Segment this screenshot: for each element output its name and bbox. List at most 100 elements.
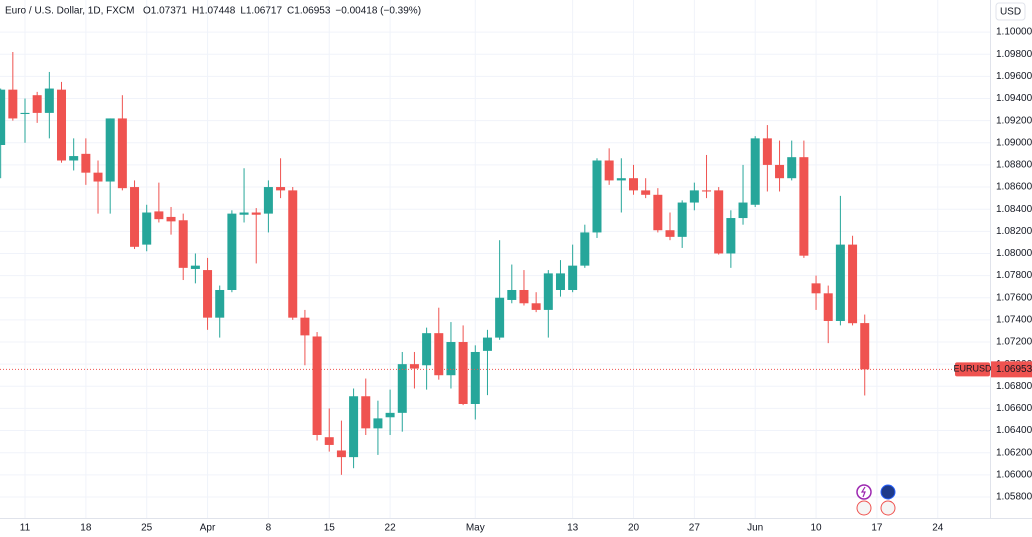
candle-body [57, 89, 67, 161]
chart-title: Euro / U.S. Dollar, 1D, FXCM [5, 6, 134, 17]
legend-value: C1.06953 [287, 6, 331, 17]
y-tick-label: 1.06800 [996, 381, 1032, 392]
price-label: 1.06953 [996, 364, 1032, 375]
candle-body [702, 190, 712, 192]
candle-body [519, 289, 529, 304]
candle-body [373, 418, 383, 429]
candle-body [178, 220, 188, 268]
candle-body [665, 230, 675, 237]
candle-body [495, 297, 505, 338]
candle-body [130, 187, 140, 247]
candle-body [860, 323, 870, 370]
y-tick-label: 1.07400 [996, 315, 1032, 326]
legend-value: −0.00418 (−0.39%) [335, 6, 421, 17]
price-tag [991, 361, 1032, 378]
y-tick-label: 1.10000 [996, 27, 1032, 38]
candle-body [434, 333, 444, 376]
y-tick-label: 1.05800 [996, 492, 1032, 503]
candle-body [8, 89, 18, 119]
candle-body [543, 273, 553, 310]
candle-body [580, 232, 590, 266]
candle-body [385, 412, 395, 418]
candle-body [190, 265, 200, 269]
x-tick-label: 20 [628, 523, 640, 534]
candle-body [276, 187, 286, 191]
candle-body [592, 160, 602, 233]
candle-body [470, 351, 480, 404]
candle-body [750, 138, 760, 205]
candle-body [629, 178, 638, 191]
y-tick-label: 1.07600 [996, 292, 1032, 303]
candle-body [446, 342, 456, 376]
y-tick-label: 1.09000 [996, 137, 1032, 148]
candle-body [458, 342, 468, 404]
candle-body [0, 89, 6, 145]
candle-body [848, 244, 858, 324]
y-tick-label: 1.08800 [996, 160, 1032, 171]
y-tick-label: 1.08600 [996, 182, 1032, 193]
candle-body [397, 364, 407, 413]
symbol-label: EURUSD [953, 364, 992, 374]
x-tick-label: May [466, 523, 485, 534]
candle-body [409, 364, 419, 369]
candle-body [604, 160, 614, 181]
y-tick-label: 1.09800 [996, 49, 1032, 60]
candle-body [288, 190, 298, 318]
x-tick-label: 25 [141, 523, 153, 534]
x-tick-label: 8 [266, 523, 272, 534]
y-tick-label: 1.06000 [996, 469, 1032, 480]
candle-body [555, 273, 565, 290]
candle-body [714, 190, 724, 254]
y-tick-label: 1.09600 [996, 71, 1032, 82]
x-tick-label: 15 [324, 523, 336, 534]
event-icon[interactable] [880, 500, 896, 516]
candle-body [203, 270, 213, 318]
symbol-tag [955, 362, 990, 377]
x-tick-label: 18 [80, 523, 92, 534]
y-tick-label: 1.06400 [996, 425, 1032, 436]
legend-value: L1.06717 [240, 6, 282, 17]
x-tick-label: 13 [567, 523, 579, 534]
candle-body [422, 333, 432, 366]
candle-body [239, 212, 249, 215]
candle-body [81, 153, 91, 173]
x-tick-label: 11 [20, 523, 31, 534]
candle-body [641, 190, 651, 195]
currency-label[interactable]: USD [1000, 7, 1021, 18]
event-icon[interactable] [880, 484, 896, 500]
candle-body [799, 157, 809, 256]
candles [0, 52, 870, 475]
candle-body [117, 118, 127, 189]
candle-body [263, 187, 273, 214]
x-tick-label: Jun [747, 523, 763, 534]
currency-button[interactable] [995, 2, 1026, 21]
candle-body [726, 218, 736, 254]
candle-body [69, 156, 79, 161]
candle-body [312, 336, 322, 435]
y-tick-label: 1.08400 [996, 204, 1032, 215]
candle-body [44, 88, 54, 113]
x-tick-label: 17 [871, 523, 883, 534]
candle-body [251, 212, 261, 215]
candle-body [227, 213, 237, 290]
x-tick-label: 27 [689, 523, 701, 534]
candle-body [738, 202, 748, 219]
candle-body [653, 194, 663, 231]
candle-body [300, 317, 310, 336]
y-tick-label: 1.08000 [996, 248, 1032, 259]
candle-body [142, 212, 152, 245]
x-tick-label: Apr [200, 523, 216, 534]
candle-body [568, 265, 578, 290]
candle-body [787, 157, 797, 179]
candle-body [215, 289, 225, 318]
candle-body [361, 396, 371, 429]
grid [0, 0, 990, 518]
y-tick-label: 1.06600 [996, 403, 1032, 414]
candle-body [835, 244, 845, 321]
candle-body [105, 118, 115, 182]
event-icon[interactable] [856, 500, 872, 516]
y-tick-label: 1.06200 [996, 447, 1032, 458]
legend-value: H1.07448 [192, 6, 236, 17]
